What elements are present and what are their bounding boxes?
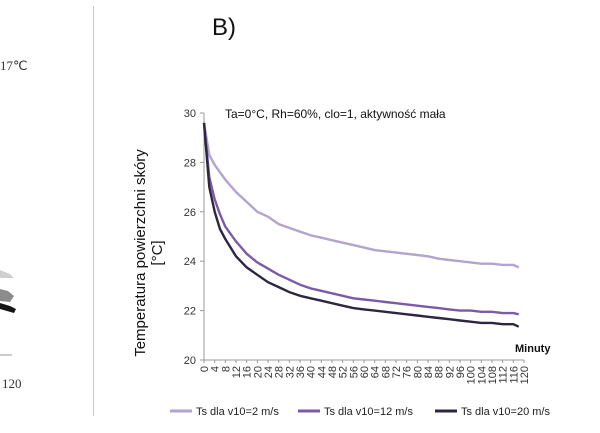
x-tick-label: 100: [466, 366, 478, 384]
y-axis-title: Temperatura powierzchni skóry [°C]: [132, 149, 166, 357]
y-tick-label: 22: [184, 306, 196, 318]
x-tick-label: 36: [295, 366, 307, 378]
x-tick-label: 72: [391, 366, 403, 378]
y-axis-title-line1: Temperatura powierzchni skóry: [132, 149, 149, 357]
y-tick-label: 24: [184, 256, 196, 268]
series-line-1: [202, 122, 520, 269]
left-series-mid-mark: [0, 289, 14, 302]
x-tick-label: 68: [380, 366, 392, 378]
left-series-light-mark: [0, 270, 14, 278]
series-line-2: [202, 122, 519, 316]
x-tick-label: 84: [423, 366, 435, 378]
x-tick-label: 96: [455, 366, 467, 378]
left-temp-label: 17℃: [0, 58, 28, 73]
x-tick-label: 20: [252, 366, 264, 378]
left-x-tick-label: 120: [2, 376, 22, 391]
left-series-dark-mark: [0, 303, 16, 313]
x-tick-label: 64: [370, 366, 382, 378]
x-tick-label: 44: [316, 366, 328, 378]
left-partial-chart: 17℃ 120: [0, 0, 90, 433]
x-tick-label: 52: [338, 366, 350, 378]
x-tick-label: 28: [274, 366, 286, 378]
legend: Ts dla v10=2 m/s Ts dla v10=12 m/s Ts dla …: [170, 406, 550, 418]
x-tick-label: 92: [444, 366, 456, 378]
y-tick-label: 30: [184, 108, 196, 120]
x-tick-label: 48: [327, 366, 339, 378]
chart-annotation: Ta=0°C, Rh=60%, clo=1, aktywność mała: [225, 107, 446, 121]
series-line-3: [202, 122, 520, 328]
x-tick-label: 116: [508, 366, 520, 384]
x-tick-label: 4: [210, 366, 222, 372]
x-tick-label: 56: [348, 366, 360, 378]
x-tick-label: 120: [519, 366, 531, 384]
x-tick-label: 8: [220, 366, 232, 372]
left-partial-marks: [0, 270, 16, 356]
x-axis-title: Minuty: [515, 343, 551, 355]
panel-divider: [93, 6, 94, 416]
x-tick-label: 12: [231, 366, 243, 378]
legend-label-3: Ts dla v10=20 m/s: [461, 406, 550, 418]
x-tick-label: 32: [284, 366, 296, 378]
y-tick-label: 28: [184, 157, 196, 169]
panel-label: B): [212, 14, 236, 41]
y-axis-title-line2: [°C]: [149, 240, 166, 265]
y-tick-label: 26: [184, 207, 196, 219]
x-tick-label: 76: [402, 366, 414, 378]
x-tick-label: 0: [199, 366, 211, 372]
x-tick-label: 24: [263, 366, 275, 378]
plot-lines: [202, 122, 520, 328]
x-tick-label: 88: [434, 366, 446, 378]
plot-text: Ta=0°C, Rh=60%, clo=1, aktywność mała Mi…: [225, 107, 551, 355]
x-tick-label: 16: [242, 366, 254, 378]
x-tick-label: 80: [412, 366, 424, 378]
legend-label-1: Ts dla v10=2 m/s: [196, 406, 279, 418]
skin-temperature-chart: Temperatura powierzchni skóry [°C] 20 22 2…: [132, 107, 551, 418]
x-tick-label: 40: [306, 366, 318, 378]
x-tick-label: 60: [359, 366, 371, 378]
x-tick-label: 112: [498, 366, 510, 384]
x-tick-label: 104: [476, 366, 488, 384]
legend-label-2: Ts dla v10=12 m/s: [324, 406, 413, 418]
x-tick-label: 108: [487, 366, 499, 384]
plot-axes: 2022242628300481216202428323640444852566…: [184, 108, 531, 384]
y-tick-label: 20: [184, 355, 196, 367]
